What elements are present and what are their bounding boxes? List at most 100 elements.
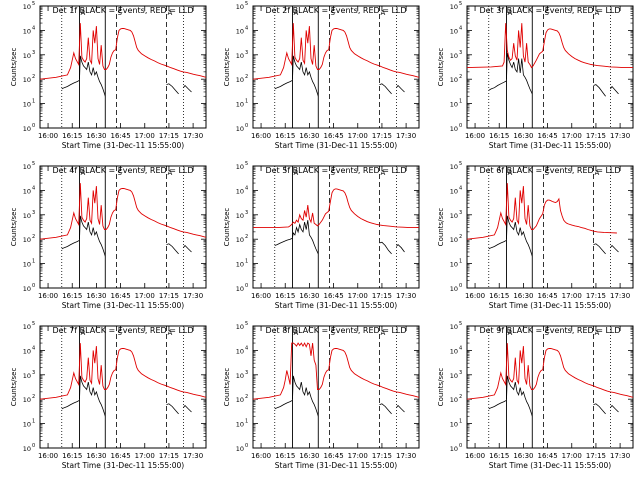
y-tick-label: 10 (236, 236, 244, 244)
attenuator-marker: S (118, 169, 123, 177)
events-series-line (396, 244, 405, 253)
events-series-line (379, 241, 392, 255)
y-axis-label: Counts/sec (10, 368, 18, 407)
lld-series-line (39, 343, 207, 400)
plot-frame (39, 5, 207, 129)
events-series-line (166, 243, 179, 255)
y-tick-label: 10 (236, 52, 244, 60)
attenuator-marker: S (545, 169, 550, 177)
x-tick-label: 16:30 (513, 132, 533, 140)
x-tick-label: 16:30 (299, 452, 319, 460)
attenuator-marker: A (168, 9, 173, 17)
y-axis-label: Counts/sec (223, 48, 231, 87)
x-tick-label: 16:00 (38, 452, 58, 460)
y-tick-label: 10 (236, 347, 244, 355)
events-series-line (488, 239, 507, 250)
y-tick-label: 10 (236, 212, 244, 220)
y-tick-label: 10 (450, 212, 458, 220)
x-tick-label: 17:30 (396, 452, 416, 460)
y-axis-label: Counts/sec (223, 368, 231, 407)
x-tick-label: 17:15 (372, 292, 392, 300)
events-series-line (593, 84, 606, 97)
attenuator-marker: S (331, 9, 336, 17)
events-series-line (274, 237, 293, 246)
y-tick-label: 10 (450, 101, 458, 109)
y-tick-label: 10 (23, 372, 31, 380)
y-tick-label: 10 (450, 323, 458, 331)
events-series-line (488, 399, 507, 410)
events-series-line (506, 215, 533, 257)
x-tick-label: 16:30 (299, 292, 319, 300)
y-tick-label: 10 (236, 163, 244, 171)
detector-panel: Det 3f BLACK = Events, RED = LLD 16:00 16:… (437, 1, 634, 150)
y-tick-label: 10 (23, 187, 31, 195)
y-tick-exponent: 5 (32, 321, 35, 327)
x-tick-label: 17:15 (372, 132, 392, 140)
y-tick-exponent: 1 (32, 259, 35, 265)
x-axis-label: Start Time (31-Dec-11 15:55:00) (275, 461, 397, 470)
x-tick-label: 16:00 (38, 292, 58, 300)
y-tick-label: 10 (23, 52, 31, 60)
y-tick-label: 10 (23, 421, 31, 429)
y-tick-label: 10 (236, 261, 244, 269)
events-series-line (292, 220, 319, 255)
x-tick-label: 16:15 (489, 132, 509, 140)
detector-panel: Det 1f BLACK = Events, RED = LLD 16:00 16:… (10, 1, 207, 150)
y-tick-label: 10 (236, 27, 244, 35)
attenuator-marker: A (595, 9, 600, 17)
plot-frame (252, 165, 420, 289)
y-tick-label: 10 (450, 3, 458, 11)
panel-title: Det 2f BLACK = Events, RED = LLD (265, 6, 406, 15)
y-tick-exponent: 0 (245, 283, 248, 289)
x-tick-label: 16:45 (323, 292, 343, 300)
x-tick-label: 16:00 (465, 292, 485, 300)
y-tick-label: 10 (236, 396, 244, 404)
y-tick-exponent: 2 (245, 394, 248, 400)
y-tick-label: 10 (450, 372, 458, 380)
x-tick-label: 17:30 (396, 292, 416, 300)
panel-title: Det 6f BLACK = Events, RED = LLD (479, 166, 620, 175)
attenuator-marker: A (80, 329, 85, 337)
detector-panel: Det 9f BLACK = Events, RED = LLD 16:00 16:… (437, 321, 634, 470)
x-tick-label: 17:00 (562, 452, 582, 460)
events-series-line (183, 404, 192, 413)
lld-series-line (466, 183, 617, 240)
attenuator-marker: S (331, 329, 336, 337)
attenuator-marker: A (507, 329, 512, 337)
events-series-line (610, 404, 619, 413)
y-tick-label: 10 (23, 396, 31, 404)
x-tick-label: 17:30 (183, 292, 203, 300)
plot-frame (466, 325, 634, 449)
y-tick-label: 10 (236, 3, 244, 11)
events-series-line (183, 84, 192, 93)
y-tick-label: 10 (450, 396, 458, 404)
y-tick-exponent: 2 (32, 234, 35, 240)
y-tick-exponent: 3 (32, 370, 35, 376)
attenuator-marker: A (168, 169, 173, 177)
x-tick-label: 17:30 (610, 292, 630, 300)
y-tick-exponent: 3 (459, 50, 462, 56)
y-tick-exponent: 4 (245, 185, 248, 191)
x-tick-label: 16:45 (110, 292, 130, 300)
x-tick-label: 16:45 (537, 292, 557, 300)
attenuator-marker: S (545, 9, 550, 17)
events-series-line (610, 244, 619, 253)
y-tick-label: 10 (450, 445, 458, 453)
y-tick-exponent: 5 (459, 321, 462, 327)
y-tick-exponent: 0 (32, 443, 35, 449)
y-tick-exponent: 5 (459, 1, 462, 7)
y-tick-label: 10 (450, 52, 458, 60)
y-tick-exponent: 3 (245, 50, 248, 56)
x-tick-label: 16:45 (537, 132, 557, 140)
y-tick-exponent: 0 (459, 443, 462, 449)
lld-series-line (466, 23, 633, 69)
y-tick-label: 10 (450, 421, 458, 429)
events-series-line (166, 403, 179, 415)
x-axis-label: Start Time (31-Dec-11 15:55:00) (489, 461, 611, 470)
y-tick-label: 10 (450, 187, 458, 195)
x-tick-label: 16:00 (251, 452, 271, 460)
y-tick-exponent: 4 (32, 345, 35, 351)
events-series-line (488, 80, 507, 91)
y-tick-label: 10 (23, 3, 31, 11)
plot-frame (252, 5, 420, 129)
